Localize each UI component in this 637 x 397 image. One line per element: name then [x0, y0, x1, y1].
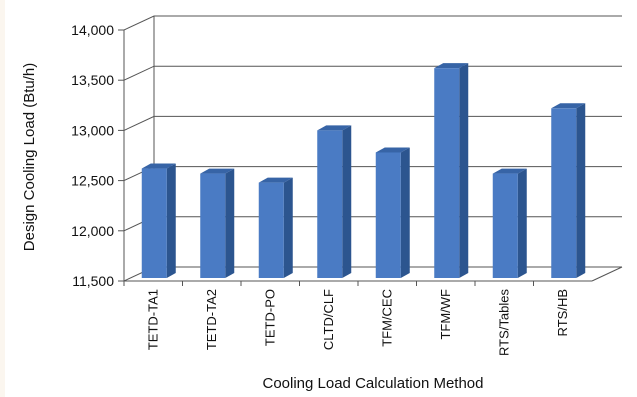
y-tick-label: 11,500: [72, 273, 114, 289]
y-tick-label: 14,000: [71, 22, 114, 38]
bar: [375, 152, 401, 278]
gridline: [123, 266, 622, 282]
y-tick-label: 13,500: [71, 72, 114, 88]
bar-side: [166, 163, 176, 278]
bar: [141, 168, 167, 278]
bar-top: [375, 147, 410, 153]
gridline: [123, 166, 622, 182]
x-tick-label: TFM/CEC: [379, 289, 394, 347]
gridline: [123, 15, 622, 31]
bar: [434, 68, 460, 278]
bar-top: [492, 168, 527, 174]
bar-side: [576, 103, 586, 278]
y-tick-label: 12,500: [71, 173, 114, 189]
bar-top: [551, 103, 586, 109]
gridline: [123, 65, 622, 81]
bar-side: [225, 168, 235, 278]
y-tick-label: 12,000: [71, 223, 114, 239]
bar-top: [258, 177, 293, 183]
bar-side: [517, 168, 527, 278]
gridline: [123, 115, 622, 131]
gridlines: [118, 15, 622, 286]
y-axis-title: Design Cooling Load (Btu/h): [21, 63, 38, 251]
bar: [492, 173, 518, 278]
x-tick-label: RTS/Tables: [496, 289, 511, 356]
chart-walls: [123, 16, 623, 282]
bar: [258, 182, 284, 278]
bar: [317, 130, 343, 278]
x-tick-labels: TETD-TA1 TETD-TA2 TETD-PO CLTD/CLF TFM/CEC TF…: [145, 289, 570, 356]
bars: [141, 63, 586, 279]
x-tick-label: TETD-TA1: [145, 289, 160, 350]
x-tick-label: RTS/HB: [555, 289, 570, 336]
x-tick-label: TFM/WF: [438, 289, 453, 340]
x-tick-label: CLTD/CLF: [321, 289, 336, 350]
y-tick-label: 13,000: [71, 122, 114, 138]
floor-right-edge: [591, 266, 623, 282]
gridline: [123, 216, 622, 232]
y-tick-labels: 11,500 12,000 12,500 13,000 13,500 14,000: [71, 22, 114, 289]
bar-side: [342, 125, 352, 279]
bar-side: [459, 63, 469, 278]
x-tick-label: TETD-PO: [262, 289, 277, 346]
x-tick-label: TETD-TA2: [204, 289, 219, 350]
left-edge-strip: [0, 0, 5, 397]
bar-top: [317, 125, 352, 131]
bar-top: [434, 63, 469, 69]
bar-side: [400, 147, 410, 278]
x-axis-title: Cooling Load Calculation Method: [263, 375, 484, 392]
bar-top: [200, 168, 235, 174]
bar: [551, 108, 577, 278]
bar-top: [141, 163, 176, 169]
bar-side: [283, 177, 293, 278]
bar: [200, 173, 226, 278]
